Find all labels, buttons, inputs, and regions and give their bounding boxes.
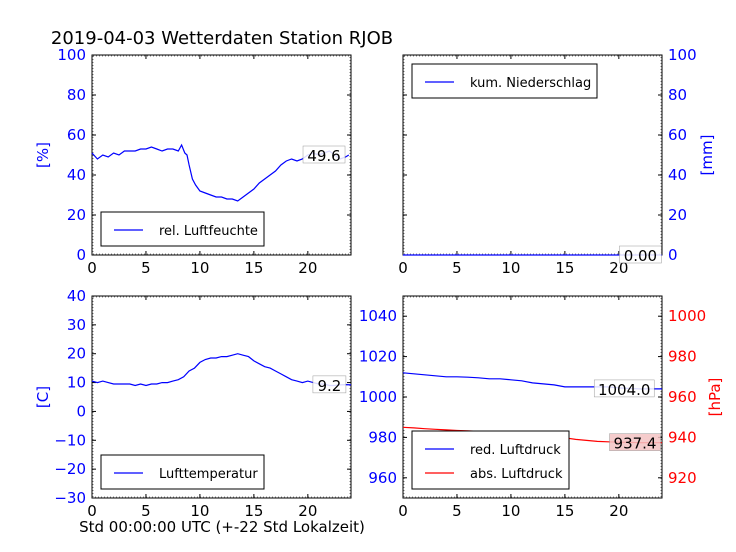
x-tick-label: 10 — [190, 502, 209, 520]
y-tick-label: 40 — [67, 287, 86, 305]
panel-top-right: 0 5 10 15 20 0 20 40 60 80 100 [mm] 0.00 kum. Nieders… — [398, 46, 716, 277]
y-tick-label-right: 0 — [668, 246, 678, 264]
x-tick-label: 20 — [298, 502, 317, 520]
legend-box — [100, 211, 265, 247]
legend-box — [411, 430, 570, 490]
y-tick-label: 60 — [67, 126, 86, 144]
x-tick-label: 15 — [244, 259, 263, 277]
y-tick-label: 1020 — [359, 348, 397, 366]
x-tick-label: 5 — [452, 502, 462, 520]
panel-bottom-left: 0 5 10 15 20 −30 −20 −10 0 10 20 30 40 [C] 9.2 Lufttemp… — [34, 287, 352, 520]
y-tick-label: 20 — [67, 345, 86, 363]
x-tick-label: 20 — [609, 259, 628, 277]
y-tick-label: 30 — [67, 316, 86, 334]
y-axis-label-right: [hPa] — [706, 378, 724, 417]
plot-frame-dotted — [403, 55, 662, 255]
y-tick-label: 100 — [57, 46, 86, 64]
legend-box — [100, 454, 265, 490]
value-label-box — [619, 245, 662, 264]
value-label: 0.00 — [624, 247, 657, 265]
y-tick-label: 980 — [368, 428, 397, 446]
x-tick-label: 15 — [555, 502, 574, 520]
y-tick-label: 80 — [67, 86, 86, 104]
y-tick-label-right: 940 — [668, 428, 697, 446]
x-tick-label: 10 — [190, 259, 209, 277]
legend-label: abs. Luftdruck — [470, 467, 563, 482]
legend-label: red. Luftdruck — [470, 443, 561, 458]
x-tick-label: 20 — [609, 502, 628, 520]
value-label: 1004.0 — [598, 381, 651, 399]
x-tick-label: 20 — [298, 259, 317, 277]
y-tick-label: 40 — [67, 166, 86, 184]
x-tick-label: 10 — [501, 502, 520, 520]
y-axis-label: [C] — [34, 386, 52, 408]
y-axis-label: [mm] — [698, 135, 716, 176]
y-tick-label: −20 — [54, 460, 86, 478]
y-tick-label-right: 60 — [668, 126, 687, 144]
y-tick-label-right: 40 — [668, 166, 687, 184]
y-tick-label-right: 920 — [668, 469, 697, 487]
y-tick-label-right: 1000 — [668, 307, 706, 325]
x-tick-label: 10 — [501, 259, 520, 277]
plot-frame-dotted — [92, 296, 351, 498]
y-tick-label: 960 — [368, 469, 397, 487]
y-tick-label-right: 20 — [668, 206, 687, 224]
x-axis-label: Std 00:00:00 UTC (+-22 Std Lokalzeit) — [79, 518, 365, 536]
x-tick-label: 0 — [87, 259, 97, 277]
x-tick-label: 5 — [141, 259, 151, 277]
series-line-0 — [91, 353, 352, 387]
y-tick-label: 10 — [67, 374, 86, 392]
value-label: 49.6 — [307, 147, 340, 165]
x-tick-label: 0 — [398, 502, 408, 520]
panel-top-left: 0 5 10 15 20 0 20 40 60 80 100 [%] 49.6 rel. Luftfeuc… — [34, 46, 352, 277]
x-tick-label: 5 — [452, 259, 462, 277]
legend-label: kum. Niederschlag — [470, 76, 591, 91]
legend-label: Lufttemperatur — [159, 467, 258, 482]
x-tick-label: 15 — [244, 502, 263, 520]
y-tick-label-right: 80 — [668, 86, 687, 104]
value-label: 9.2 — [317, 377, 341, 395]
y-tick-label: 1040 — [359, 307, 397, 325]
y-tick-label-right: 980 — [668, 348, 697, 366]
legend-box — [411, 63, 598, 99]
y-tick-label: −10 — [54, 431, 86, 449]
value-label-box — [312, 375, 347, 394]
value-label-box — [593, 379, 655, 398]
y-tick-label: −30 — [54, 489, 86, 507]
value-label: 937.4 — [614, 435, 657, 453]
legend-label: rel. Luftfeuchte — [159, 224, 258, 239]
panel-bottom-right: 0 5 10 15 20 960 980 1000 1020 1040 920 940 960 980 10… — [359, 295, 724, 520]
x-tick-label: 0 — [87, 502, 97, 520]
y-tick-label: 0 — [76, 402, 86, 420]
value-label-box — [609, 433, 661, 451]
y-tick-label: 0 — [76, 246, 86, 264]
y-tick-label: 1000 — [359, 388, 397, 406]
y-axis-label: [%] — [34, 142, 52, 168]
y-tick-label-right: 960 — [668, 388, 697, 406]
x-tick-label: 15 — [555, 259, 574, 277]
x-tick-label: 5 — [141, 502, 151, 520]
value-label-box — [302, 145, 346, 164]
y-tick-label: 20 — [67, 206, 86, 224]
y-tick-label-right: 100 — [668, 46, 697, 64]
x-tick-label: 0 — [398, 259, 408, 277]
figure-title: 2019-04-03 Wetterdaten Station RJOB — [51, 28, 393, 49]
